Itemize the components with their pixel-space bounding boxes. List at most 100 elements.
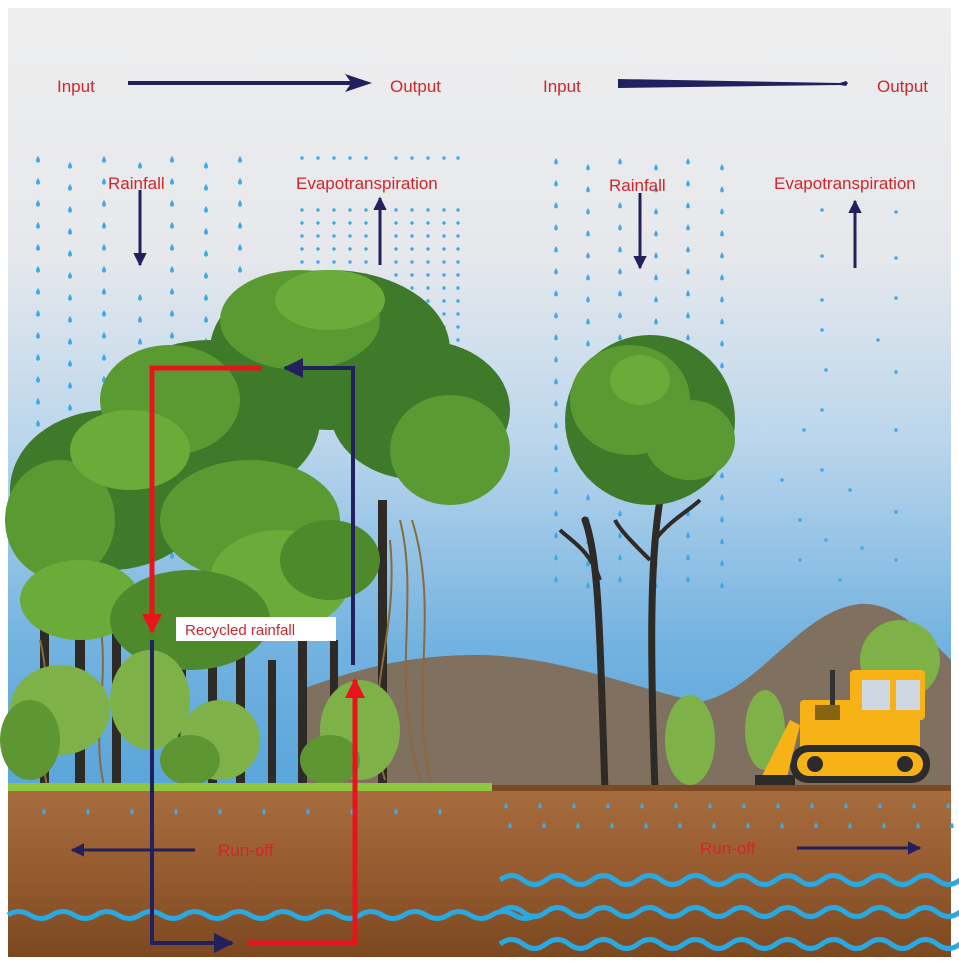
raindrop bbox=[68, 205, 72, 213]
vapor-dot bbox=[348, 156, 352, 160]
vapor-dot bbox=[364, 156, 368, 160]
raindrop bbox=[238, 199, 242, 207]
raindrop bbox=[68, 381, 72, 389]
infiltration-drop bbox=[814, 822, 818, 829]
right-evapotranspiration-label: Evapotranspiration bbox=[774, 174, 916, 193]
raindrop bbox=[720, 516, 724, 523]
vapor-dot bbox=[316, 156, 320, 160]
infiltration-drop bbox=[946, 802, 950, 809]
raindrop bbox=[618, 246, 622, 253]
vapor-dot bbox=[442, 260, 446, 264]
vapor-dot bbox=[820, 408, 824, 412]
vapor-dot bbox=[364, 247, 368, 251]
vapor-dot bbox=[364, 208, 368, 212]
raindrop bbox=[586, 560, 590, 567]
raindrop bbox=[554, 378, 558, 385]
vapor-dot bbox=[456, 338, 460, 342]
raindrop bbox=[102, 331, 106, 339]
raindrop bbox=[720, 186, 724, 193]
vapor-dot bbox=[876, 338, 880, 342]
vapor-dot bbox=[300, 156, 304, 160]
raindrop bbox=[586, 186, 590, 193]
infiltration-drop bbox=[508, 822, 512, 829]
raindrop bbox=[68, 227, 72, 235]
raindrop bbox=[586, 164, 590, 171]
raindrop bbox=[138, 337, 142, 345]
raindrop bbox=[554, 576, 558, 583]
raindrop bbox=[170, 177, 174, 185]
recycled-rainfall-label: Recycled rainfall bbox=[185, 622, 295, 639]
raindrop bbox=[618, 576, 622, 583]
raindrop bbox=[720, 472, 724, 479]
raindrop bbox=[170, 551, 174, 559]
raindrop bbox=[554, 334, 558, 341]
raindrop bbox=[618, 554, 622, 561]
infiltration-drop bbox=[780, 822, 784, 829]
vapor-dot bbox=[820, 328, 824, 332]
vapor-dot bbox=[860, 546, 864, 550]
raindrop bbox=[586, 494, 590, 501]
raindrop bbox=[238, 155, 242, 163]
vapor-dot bbox=[332, 156, 336, 160]
raindrop bbox=[36, 353, 40, 361]
vapor-dot bbox=[780, 478, 784, 482]
raindrop bbox=[720, 582, 724, 589]
infiltration-drop bbox=[950, 822, 954, 829]
raindrop bbox=[36, 331, 40, 339]
raindrop bbox=[554, 488, 558, 495]
raindrop bbox=[554, 246, 558, 253]
raindrop bbox=[586, 230, 590, 237]
raindrop bbox=[102, 243, 106, 251]
raindrop bbox=[238, 243, 242, 251]
infiltration-drop bbox=[218, 808, 222, 815]
vapor-dot bbox=[456, 325, 460, 329]
recycling-loop bbox=[142, 358, 365, 953]
raindrop bbox=[554, 224, 558, 231]
raindrop bbox=[554, 422, 558, 429]
raindrop bbox=[238, 221, 242, 229]
raindrop bbox=[68, 315, 72, 323]
infiltration-drop bbox=[438, 808, 442, 815]
vapor-dot bbox=[332, 221, 336, 225]
raindrop bbox=[204, 227, 208, 235]
groundwater-waves bbox=[6, 873, 959, 951]
raindrop bbox=[554, 180, 558, 187]
raindrop bbox=[686, 224, 690, 231]
raindrop bbox=[554, 290, 558, 297]
raindrop bbox=[554, 356, 558, 363]
soil-infiltration-drops bbox=[42, 802, 954, 829]
raindrop bbox=[654, 318, 658, 325]
vapor-dot bbox=[348, 221, 352, 225]
raindrop bbox=[102, 309, 106, 317]
raindrop bbox=[720, 230, 724, 237]
raindrop bbox=[68, 271, 72, 279]
vapor-dot bbox=[894, 510, 898, 514]
raindrop bbox=[170, 331, 174, 339]
vapor-dot bbox=[798, 558, 802, 562]
raindrop bbox=[618, 290, 622, 297]
infiltration-drop bbox=[746, 822, 750, 829]
raindrop bbox=[720, 274, 724, 281]
raindrop bbox=[618, 224, 622, 231]
raindrop bbox=[618, 532, 622, 539]
raindrop bbox=[618, 202, 622, 209]
infiltration-drop bbox=[674, 802, 678, 809]
raindrop bbox=[68, 359, 72, 367]
raindrop bbox=[36, 243, 40, 251]
vapor-dot bbox=[300, 221, 304, 225]
right-runoff-label: Run-off bbox=[700, 839, 756, 858]
vapor-dot bbox=[894, 428, 898, 432]
infiltration-drop bbox=[742, 802, 746, 809]
infiltration-drop bbox=[810, 802, 814, 809]
raindrop bbox=[720, 362, 724, 369]
vapor-dot bbox=[442, 299, 446, 303]
raindrop bbox=[68, 249, 72, 257]
vapor-dot bbox=[838, 578, 842, 582]
raindrop bbox=[102, 155, 106, 163]
vapor-dot bbox=[894, 296, 898, 300]
vapor-dot bbox=[456, 208, 460, 212]
vapor-dot bbox=[848, 488, 852, 492]
raindrop bbox=[618, 268, 622, 275]
infiltration-drop bbox=[542, 822, 546, 829]
